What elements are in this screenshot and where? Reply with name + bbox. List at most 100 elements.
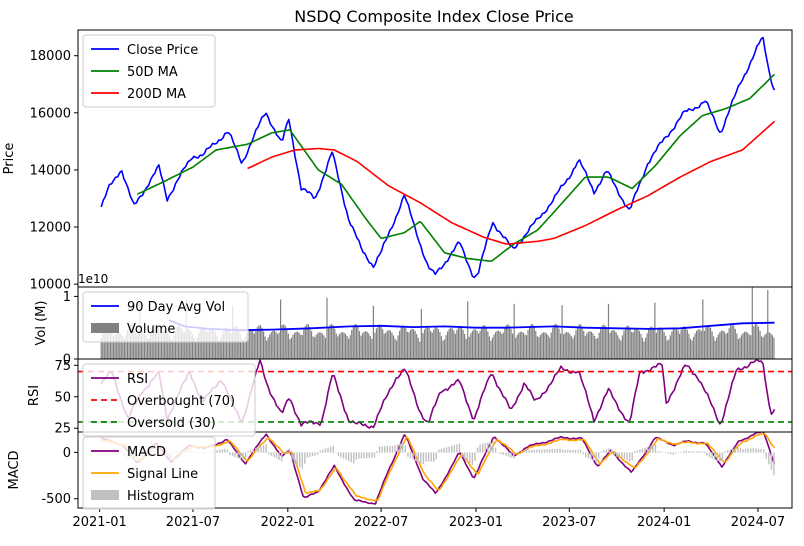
panel-macd-frame: [77, 431, 793, 509]
histogram-bar: [371, 452, 373, 458]
volume-bar: [423, 329, 426, 359]
volume-bar: [655, 332, 658, 359]
volume-bar: [434, 327, 436, 359]
volume-bar: [235, 326, 237, 359]
volume-bar: [459, 326, 461, 359]
volume-bar: [114, 334, 116, 359]
histogram-bar: [605, 449, 608, 453]
histogram-bar: [659, 451, 662, 453]
volume-bar: [388, 330, 390, 359]
volume-bar: [341, 332, 344, 359]
histogram-bar: [518, 451, 520, 453]
histogram-bar: [337, 452, 340, 457]
axis-layer: 10000 12000 14000 16000 18000 Price 0 1 Vol (M) 1…: [2, 49, 785, 530]
y-axis-label: Vol (M): [34, 301, 49, 346]
volume-bar: [760, 336, 763, 359]
histogram-bar: [695, 451, 698, 453]
volume-bar: [242, 340, 245, 359]
histogram-bar: [376, 450, 378, 453]
histogram-bar: [646, 447, 649, 453]
histogram-bar: [373, 452, 376, 458]
volume-bar: [632, 332, 634, 359]
histogram-bar: [690, 451, 693, 453]
histogram-bar: [597, 452, 600, 459]
histogram-bar: [667, 452, 669, 454]
volume-bar: [360, 335, 362, 359]
volume-bar: [182, 332, 184, 359]
histogram-bar: [701, 451, 703, 453]
volume-bar: [168, 335, 170, 359]
volume-bar: [720, 330, 722, 359]
volume-bar: [603, 324, 605, 359]
y-axis-label: RSI: [27, 385, 42, 406]
histogram-bar: [350, 452, 352, 463]
volume-bar: [369, 336, 371, 359]
volume-bar: [494, 332, 497, 359]
volume-bar: [641, 337, 644, 359]
volume-bar: [250, 329, 252, 359]
volume-bar: [357, 326, 359, 359]
volume-bar: [708, 325, 710, 359]
volume-bar: [261, 327, 263, 359]
volume-bar: [216, 336, 218, 359]
histogram-bar: [559, 448, 561, 453]
legend-label: Close Price: [127, 43, 198, 58]
volume-bar: [559, 333, 562, 359]
volume-bar: [726, 332, 729, 359]
volume-bar: [331, 323, 333, 359]
histogram-bar: [296, 452, 298, 466]
histogram-bar: [610, 449, 613, 453]
histogram-bar: [221, 449, 224, 453]
volume-bar: [677, 330, 679, 359]
histogram-bar: [492, 440, 494, 453]
histogram-bar: [525, 449, 528, 453]
volume-bar: [414, 330, 416, 359]
histogram-bar: [752, 448, 755, 453]
histogram-bar: [626, 452, 628, 461]
histogram-bar: [729, 449, 731, 453]
histogram-bar: [536, 449, 538, 453]
histogram-bar: [456, 444, 458, 453]
volume-bar: [589, 331, 591, 359]
volume-bar: [705, 327, 707, 359]
volume-bar: [556, 325, 559, 359]
volume-bar: [542, 332, 545, 359]
volume-bar: [518, 332, 520, 359]
volume-bar: [258, 325, 260, 359]
volume-bar: [207, 332, 209, 359]
volume-bar: [689, 338, 692, 359]
legend-label: Histogram: [127, 489, 194, 504]
volume-bar: [671, 331, 673, 359]
volume-bar: [281, 325, 283, 359]
y-tick-label: 25: [54, 422, 71, 437]
histogram-bar: [587, 452, 590, 459]
volume-bar: [453, 330, 455, 359]
histogram-bar: [760, 448, 762, 453]
volume-bar: [321, 333, 323, 359]
x-tick-label: 2022-07: [354, 515, 408, 530]
histogram-bar: [407, 452, 409, 457]
volume-bar: [546, 333, 548, 359]
volume-bar: [440, 336, 443, 359]
volume-bar: [614, 330, 616, 359]
histogram-bar: [770, 452, 773, 470]
legend-swatch: [91, 490, 119, 500]
volume-bar: [323, 335, 325, 359]
volume-bar: [516, 335, 518, 359]
volume-bar: [552, 327, 554, 359]
volume-bar: [538, 337, 540, 359]
histogram-bar: [634, 451, 636, 453]
volume-bar: [725, 333, 727, 359]
volume-bar: [368, 333, 370, 359]
histogram-bar: [708, 452, 711, 458]
volume-bar: [269, 334, 271, 359]
volume-bar: [278, 332, 280, 359]
volume-bar: [298, 332, 300, 359]
volume-bar: [100, 337, 102, 359]
volume-bar: [737, 339, 739, 359]
volume-bar: [527, 330, 529, 359]
histogram-bar: [592, 452, 595, 461]
histogram-bar: [435, 452, 437, 460]
volume-bar: [301, 335, 303, 359]
histogram-bar: [719, 452, 721, 463]
